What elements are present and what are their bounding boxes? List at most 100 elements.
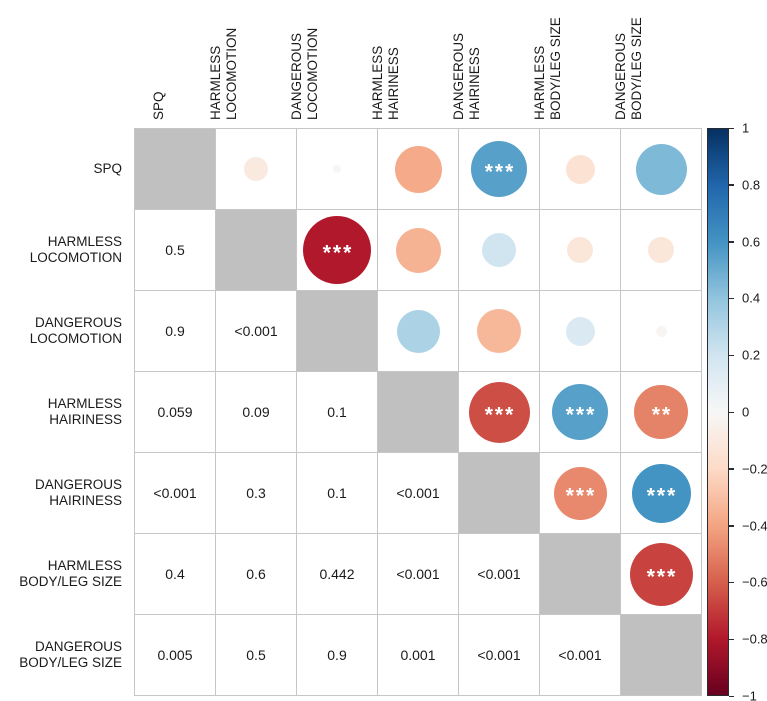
colorbar-tick	[729, 241, 734, 243]
correlation-circle: ***	[553, 466, 607, 520]
correlation-circle: ***	[629, 542, 693, 606]
p-value-cell: 0.059	[135, 372, 215, 452]
p-value-cell: <0.001	[135, 453, 215, 533]
p-value-cell: 0.4	[135, 534, 215, 614]
p-value-cell: 0.3	[216, 453, 296, 533]
p-value: 0.005	[157, 647, 193, 663]
significance-stars: ***	[484, 160, 516, 184]
diagonal-cell	[135, 129, 215, 209]
correlation-circle: ***	[471, 141, 527, 197]
p-value: 0.001	[400, 647, 436, 663]
correlation-circle	[396, 309, 440, 353]
p-value-cell: 0.1	[297, 372, 377, 452]
correlation-cell	[459, 291, 539, 371]
correlation-cell: ***	[459, 372, 539, 452]
correlation-circle	[565, 316, 595, 346]
row-label: HARMLESS HAIRINESS	[47, 396, 122, 427]
p-value-cell: 0.5	[216, 615, 296, 695]
p-value-cell: 0.001	[378, 615, 458, 695]
p-value-cell: <0.001	[378, 453, 458, 533]
column-label: DANGEROUS LOCOMOTION	[289, 27, 320, 120]
colorbar-tick-label: −0.2	[742, 461, 767, 477]
p-value-cell: <0.001	[540, 615, 620, 695]
row-label: DANGEROUS BODY/LEG SIZE	[19, 639, 122, 670]
p-value-cell: <0.001	[216, 291, 296, 371]
colorbar-tick	[729, 695, 734, 697]
correlation-cell: ***	[459, 129, 539, 209]
correlation-circle	[477, 309, 521, 353]
colorbar-tick-label: −0.8	[742, 631, 767, 647]
p-value: 0.3	[246, 485, 266, 501]
column-label: HARMLESS HAIRINESS	[370, 45, 401, 120]
correlation-circle: **	[634, 385, 688, 439]
correlation-cell	[540, 129, 620, 209]
correlation-cell	[216, 129, 296, 209]
p-value-cell: 0.9	[297, 615, 377, 695]
correlation-cell: ***	[540, 372, 620, 452]
diagonal-cell	[378, 372, 458, 452]
diagonal-cell	[540, 534, 620, 614]
p-value-cell: <0.001	[459, 534, 539, 614]
correlation-cell	[297, 129, 377, 209]
correlation-cell	[621, 129, 701, 209]
significance-stars: ***	[484, 403, 516, 427]
colorbar-tick-label: 0.8	[742, 177, 761, 193]
p-value-cell: 0.9	[135, 291, 215, 371]
p-value: 0.1	[327, 485, 347, 501]
p-value-cell: 0.6	[216, 534, 296, 614]
column-label: HARMLESS LOCOMOTION	[208, 27, 239, 120]
significance-stars: ***	[646, 565, 678, 589]
p-value: 0.059	[157, 404, 193, 420]
correlation-cell	[621, 291, 701, 371]
row-label: HARMLESS BODY/LEG SIZE	[19, 558, 122, 589]
significance-stars: ***	[565, 484, 597, 508]
colorbar-tick	[729, 411, 734, 413]
correlation-circle	[655, 325, 667, 337]
correlation-circle	[565, 154, 595, 184]
p-value: 0.5	[246, 647, 266, 663]
correlation-cell	[540, 210, 620, 290]
colorbar-tick	[729, 127, 734, 129]
column-label: DANGEROUS HAIRINESS	[451, 32, 482, 120]
correlation-cell	[378, 129, 458, 209]
colorbar-tick	[729, 638, 734, 641]
p-value-cell: 0.005	[135, 615, 215, 695]
p-value-cell: 0.442	[297, 534, 377, 614]
correlation-circle	[482, 233, 516, 267]
p-value-cell: 0.5	[135, 210, 215, 290]
p-value-cell: 0.1	[297, 453, 377, 533]
significance-stars: ***	[646, 484, 678, 508]
colorbar-tick-label: −0.4	[742, 518, 767, 534]
column-label: DANGEROUS BODY/LEG SIZE	[613, 17, 644, 120]
colorbar-tick	[729, 468, 734, 470]
p-value: <0.001	[477, 647, 521, 663]
p-value: 0.442	[319, 566, 355, 582]
colorbar-tick-label: −0.6	[742, 574, 767, 590]
p-value: 0.6	[246, 566, 266, 582]
p-value: 0.1	[327, 404, 347, 420]
significance-stars: **	[651, 403, 673, 427]
row-label: HARMLESS LOCOMOTION	[29, 234, 122, 265]
correlation-cell	[540, 291, 620, 371]
correlation-circle	[648, 237, 674, 263]
diagonal-cell	[459, 453, 539, 533]
p-value: <0.001	[153, 485, 197, 501]
colorbar-tick-label: −1	[742, 688, 757, 701]
p-value: 0.9	[165, 323, 185, 339]
correlation-circle: ***	[631, 463, 691, 523]
colorbar-gradient	[707, 128, 729, 696]
correlation-cell: ***	[297, 210, 377, 290]
correlation-circle: ***	[303, 216, 371, 284]
correlation-grid: *** 0.5 *** 0.9 <0.001 0.059 0.09 0.1 *** *** ** <0…	[134, 128, 702, 696]
colorbar-tick-label: 0.6	[742, 234, 761, 250]
correlation-cell: ***	[540, 453, 620, 533]
correlation-cell	[459, 210, 539, 290]
colorbar-tick-label: 0.4	[742, 290, 761, 306]
row-label: DANGEROUS LOCOMOTION	[29, 315, 122, 346]
correlation-cell: ***	[621, 534, 701, 614]
colorbar-tick	[729, 525, 734, 527]
p-value-cell: <0.001	[378, 534, 458, 614]
p-value: 0.4	[165, 566, 185, 582]
row-label: SPQ	[93, 161, 122, 176]
